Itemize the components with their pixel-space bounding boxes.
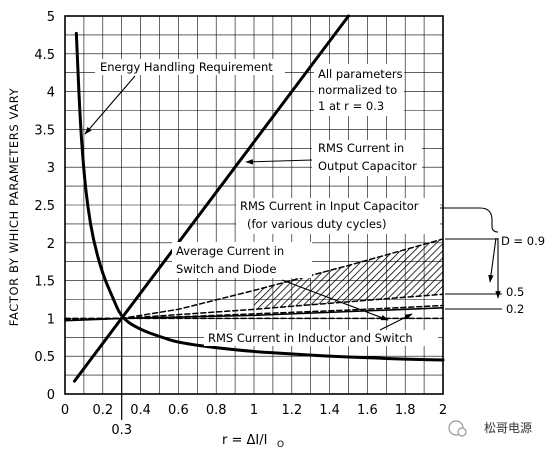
input-cap-label-line2: (for various duty cycles) (247, 217, 386, 231)
normalized-note-bg (314, 64, 404, 116)
hatched-duty-region (254, 239, 443, 310)
y-tick-label: 2.5 (34, 199, 55, 214)
x-tick-label: 1.8 (395, 403, 416, 418)
inductor-label: RMS Current in Inductor and Switch (208, 331, 413, 345)
watermark: 松哥电源 (448, 420, 532, 437)
x-extra-tick-label: 0.3 (111, 423, 132, 438)
normalized-note-line1: All parameters (318, 67, 403, 81)
inductor-label-bg (204, 330, 438, 346)
y-tick-label: 0.5 (34, 350, 55, 365)
y-tick-label: 4.5 (34, 48, 55, 63)
input-cap-label-line1: RMS Current in Input Capacitor (240, 199, 419, 213)
x-tick-label: 2 (439, 403, 447, 418)
x-tick-label: 0.8 (206, 403, 227, 418)
plot-frame-group (64, 15, 444, 395)
hatched-region-group (254, 239, 443, 310)
energy-arrow (84, 75, 136, 135)
duty-label-02: 0.2 (506, 302, 524, 316)
annotations: Energy Handling Requirement All paramete… (95, 59, 545, 346)
x-tick-label: 0.4 (130, 403, 151, 418)
series-energy (74, 31, 445, 362)
x-tick-label: 1.4 (319, 403, 340, 418)
energy-label: Energy Handling Requirement (100, 60, 273, 74)
output-cap-label-line1: RMS Current in (318, 141, 404, 155)
x-tick-label: 0 (61, 403, 69, 418)
series-group (64, 14, 445, 383)
y-tick-label: 1 (47, 312, 55, 327)
series-output_cap (72, 14, 350, 383)
normalized-note-line2: normalized to (318, 83, 397, 97)
y-tick-label: 2 (47, 237, 55, 252)
avg-current-arrow (281, 279, 389, 321)
plot-frame (64, 15, 444, 395)
watermark-text: 松哥电源 (484, 421, 532, 435)
inductor-arrow (379, 313, 413, 331)
avg-current-label-line1: Average Current in (176, 244, 284, 258)
y-tick-label: 3.5 (34, 123, 55, 138)
x-tick-label: 1 (250, 403, 258, 418)
y-tick-label: 5 (47, 10, 55, 25)
output-cap-arrow (245, 159, 313, 165)
x-axis-label: r = ΔI/I (222, 433, 267, 448)
energy-label-bg (95, 59, 285, 75)
x-axis-label-subscript: O (277, 440, 284, 450)
avg-current-label-bg (172, 242, 312, 278)
input-cap-label-bg (236, 198, 440, 234)
y-axis-label: FACTOR BY WHICH PARAMETERS VARY (7, 87, 21, 326)
y-tick-label: 1.5 (34, 275, 55, 290)
output-cap-label-line2: Output Capacitor (318, 159, 417, 173)
duty-label-05: 0.5 (506, 285, 524, 299)
tick-labels: 0 0.2 0.4 0.6 0.8 1 1.2 1.4 1.6 1.8 2 0 0.5 1 1.5 2 2.5 3… (34, 10, 447, 438)
x-tick-label: 0.6 (168, 403, 189, 418)
annotation-arrows (84, 75, 502, 331)
x-tick-label: 1.2 (281, 403, 302, 418)
duty-label-09: D = 0.9 (501, 234, 545, 248)
y-tick-label: 3 (47, 161, 55, 176)
input-cap-brace (479, 207, 499, 233)
series-input_cap_d09 (64, 238, 444, 321)
duty-arrow-09 (488, 237, 497, 283)
y-tick-label: 0 (47, 388, 55, 403)
x-tick-label: 1.6 (357, 403, 378, 418)
watermark-icon-dot (457, 427, 467, 437)
avg-current-label-line2: Switch and Diode (176, 262, 276, 276)
output-cap-label-bg (312, 140, 422, 176)
y-tick-label: 4 (47, 86, 55, 101)
series-input_cap_d02 (64, 304, 444, 320)
normalized-note-line3: 1 at r = 0.3 (318, 99, 384, 113)
x-tick-label: 0.2 (92, 403, 113, 418)
